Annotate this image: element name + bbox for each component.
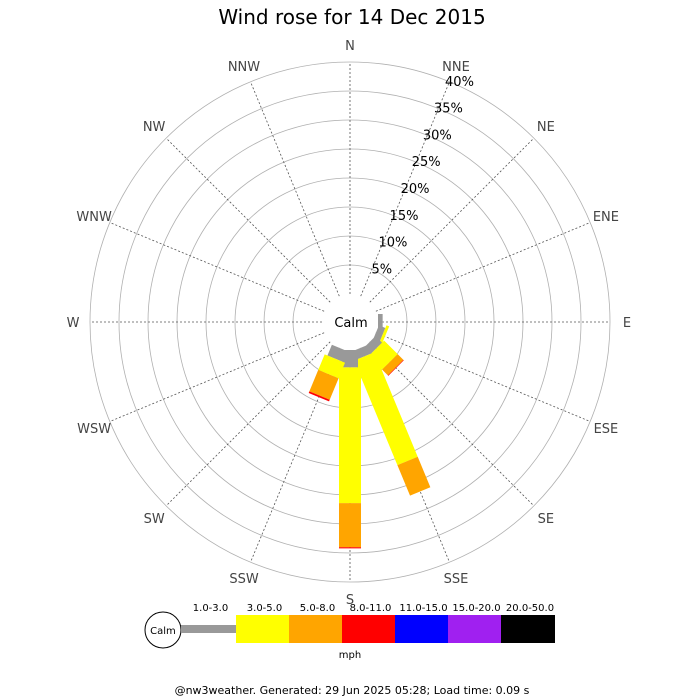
grid-spoke	[250, 81, 340, 297]
calm-label: Calm	[334, 316, 367, 331]
bar-segment	[397, 456, 431, 496]
grid-spoke	[360, 81, 450, 297]
bar-segment	[339, 503, 361, 548]
direction-label: ESE	[594, 422, 619, 437]
grid-spoke	[109, 222, 325, 312]
legend-calm-label: Calm	[150, 626, 176, 637]
direction-label: E	[623, 316, 631, 331]
legend-bin-label: 8.0-11.0	[350, 603, 392, 614]
direction-label: WSW	[77, 422, 111, 437]
grid-circle	[89, 61, 611, 583]
grid-spoke	[369, 341, 535, 507]
bar-segment	[354, 352, 418, 466]
bar-segment	[339, 367, 361, 504]
legend-units: mph	[339, 650, 361, 661]
legend-swatch	[501, 615, 555, 643]
legend-swatch	[395, 615, 448, 643]
bar-ssw	[308, 344, 347, 402]
grid-spoke	[375, 222, 591, 312]
radial-tick-label: 40%	[445, 75, 474, 90]
direction-label: NW	[143, 120, 166, 135]
radial-tick-label: 10%	[378, 236, 407, 251]
direction-label: SW	[144, 512, 165, 527]
grid-spoke	[369, 137, 535, 303]
legend-swatch	[342, 615, 395, 643]
legend-swatch	[289, 615, 342, 643]
legend-swatch	[236, 615, 289, 643]
direction-label: NNW	[228, 60, 260, 75]
legend-swatch	[181, 625, 236, 633]
radial-tick-label: 25%	[412, 155, 441, 170]
grid-spoke	[375, 332, 591, 422]
radial-tick-label: 15%	[390, 209, 419, 224]
direction-label: NNE	[442, 60, 470, 75]
bar-segment	[309, 369, 339, 400]
direction-label: N	[345, 39, 355, 54]
grid-spoke	[165, 341, 331, 507]
legend-bin-label: 15.0-20.0	[452, 603, 500, 614]
radial-tick-label: 30%	[423, 128, 452, 143]
speed-legend: Calm 1.0-3.0 3.0-5.0 5.0-8.0 8.0-11.0 11.0-1…	[144, 603, 555, 661]
calm-center: Calm	[324, 296, 376, 348]
bar-segment	[378, 325, 390, 347]
bar-s	[339, 350, 361, 549]
legend-bin-label: 11.0-15.0	[399, 603, 447, 614]
direction-labels: N NNE NE ENE E ESE SE SSE S SSW SW WSW W WNW NW NNW	[67, 39, 632, 608]
bar-segment	[308, 391, 330, 402]
direction-label: SSE	[444, 572, 469, 587]
legend-bin-label: 1.0-3.0	[193, 603, 228, 614]
direction-label: SSW	[229, 572, 259, 587]
direction-label: S	[346, 593, 354, 608]
wind-bars	[308, 314, 431, 549]
direction-label: ENE	[593, 210, 619, 225]
legend-bin-label: 5.0-8.0	[300, 603, 335, 614]
bar-segment	[382, 354, 404, 376]
radial-tick-label: 5%	[372, 262, 393, 277]
grid-spoke	[250, 347, 340, 563]
footer-text: @nw3weather. Generated: 29 Jun 2025 05:2…	[175, 684, 530, 697]
chart-title: Wind rose for 14 Dec 2015	[218, 5, 485, 29]
legend-swatch	[448, 615, 501, 643]
bar-segment	[339, 547, 361, 549]
radial-tick-label: 35%	[434, 102, 463, 117]
direction-label: NE	[537, 120, 555, 135]
grid-circle	[118, 90, 582, 554]
bar-segment	[342, 350, 358, 368]
bar-segment	[387, 359, 404, 376]
grid-spoke	[165, 137, 331, 303]
direction-label: W	[67, 316, 80, 331]
direction-label: SE	[538, 512, 554, 527]
legend-bin-label: 3.0-5.0	[247, 603, 282, 614]
calm-circle	[324, 296, 376, 348]
radial-tick-labels: 5% 10% 15% 20% 25% 30% 35% 40%	[372, 75, 474, 278]
legend-bin-label: 20.0-50.0	[506, 603, 554, 614]
direction-label: WNW	[76, 210, 112, 225]
radial-tick-label: 20%	[401, 182, 430, 197]
legend-items: 1.0-3.0 3.0-5.0 5.0-8.0 8.0-11.0 11.0-15.0 15…	[181, 603, 555, 643]
bar-segment	[318, 354, 346, 379]
grid-spoke	[109, 332, 325, 422]
bar-segment	[327, 344, 347, 362]
